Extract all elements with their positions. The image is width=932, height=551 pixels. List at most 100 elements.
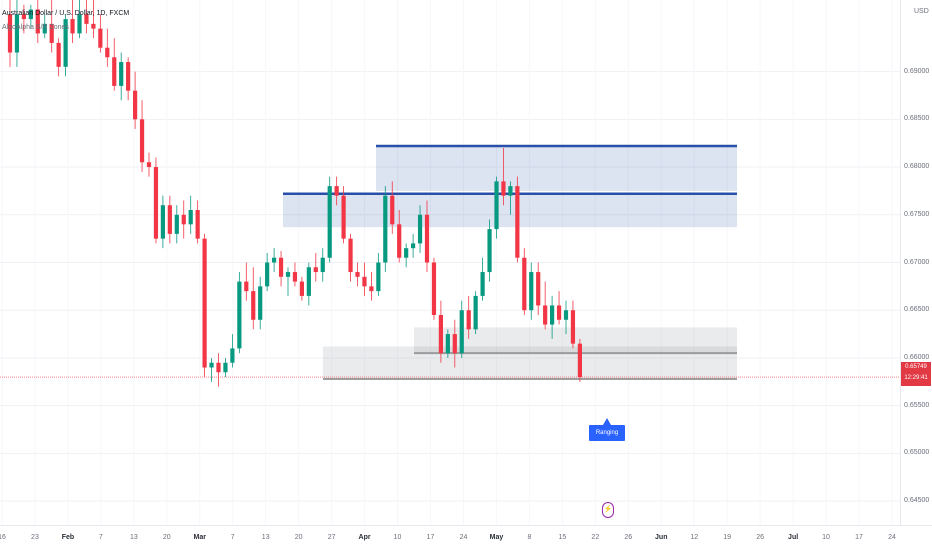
time-axis-label: 13 (261, 534, 270, 541)
candle-down (543, 305, 548, 325)
candle-up (258, 286, 263, 320)
time-axis-label: 23 (31, 534, 39, 541)
candle-down (91, 23, 96, 29)
candle-up (529, 272, 534, 311)
candle-up (320, 257, 325, 273)
candle-down (431, 262, 437, 315)
candle-down (105, 47, 110, 58)
current-price-tag: 0.65749 12:29:41 (901, 362, 931, 386)
price-axis-label: 0.66000 (904, 353, 930, 361)
candle-down (98, 28, 103, 48)
time-axis-label: 20 (294, 534, 303, 541)
candle-up (487, 229, 492, 273)
price-axis[interactable]: 0.69000 0.68500 0.68000 0.67500 0.67000 0.665… (900, 0, 932, 525)
support-zone (323, 346, 737, 379)
candle-down (139, 119, 145, 163)
time-axis-label: 13 (129, 534, 138, 541)
candle-down (181, 214, 186, 225)
candle-up (459, 310, 464, 354)
candle-down (292, 272, 298, 282)
candle-down (424, 214, 430, 263)
candle-up (223, 362, 228, 373)
time-axis-label: 20 (162, 534, 171, 541)
candle-down (348, 238, 353, 273)
time-axis-label: 8 (527, 534, 532, 541)
candle-down (146, 162, 152, 168)
candle-down (133, 90, 138, 120)
candle-down (299, 281, 304, 296)
candle-up (376, 262, 381, 292)
candle-up (272, 257, 277, 263)
time-axis-label: 17 (426, 534, 435, 541)
candle-up (119, 62, 124, 86)
ranging-market-label[interactable]: Ranging Market (589, 425, 625, 452)
candle-down (35, 9, 40, 34)
candle-up (209, 362, 214, 368)
candle-up (265, 262, 270, 287)
price-axis-label: 0.67000 (904, 258, 930, 266)
time-axis-label: 24 (459, 534, 468, 541)
time-axis-label: 22 (591, 534, 600, 541)
time-axis[interactable]: 16 23 Feb 7 13 20 Mar 7 13 20 27 Apr 10 17 24 May 8 15 22 2… (0, 525, 932, 551)
candle-up (306, 267, 311, 296)
candle-up (473, 295, 478, 330)
candle-down (390, 195, 395, 225)
candle-up (237, 281, 242, 349)
price-axis-label: 0.67500 (904, 210, 930, 218)
candle-down (369, 286, 374, 292)
candle-down (313, 267, 318, 273)
time-axis-label: 7 (98, 534, 103, 541)
candle-down (56, 42, 61, 67)
price-axis-label: 0.65500 (904, 401, 930, 409)
lightning-icon[interactable]: ⚡ (602, 502, 614, 518)
candle-down (438, 315, 443, 354)
candle-down (112, 57, 117, 86)
time-axis-label: 26 (756, 534, 765, 541)
price-axis-label: 0.65000 (904, 449, 930, 457)
candle-up (28, 9, 33, 20)
time-axis-label: 24 (888, 534, 896, 541)
price-axis-label: 0.69000 (904, 67, 930, 75)
bar-countdown: 12:29:41 (904, 375, 928, 381)
candle-down (167, 205, 172, 234)
candle-down (397, 224, 402, 258)
time-axis-label: 16 (0, 534, 6, 541)
price-chart[interactable] (0, 0, 900, 525)
resistance-zone (376, 146, 737, 191)
indicator-legend[interactable]: AlgoAlpha S/R Zones (2, 24, 69, 31)
time-axis-label: Jul (788, 534, 799, 541)
candle-up (160, 205, 165, 239)
candle-up (417, 214, 423, 244)
ranging-market-pointer (603, 418, 611, 425)
candle-down (21, 14, 26, 20)
time-axis-label: 10 (822, 534, 830, 541)
time-axis-label: 17 (855, 534, 863, 541)
candle-up (174, 214, 179, 234)
candle-down (362, 276, 367, 287)
candle-down (153, 167, 159, 239)
symbol-legend[interactable]: Australian Dollar / U.S. Dollar, 1D, FXC… (2, 10, 130, 17)
price-axis-label: 0.68000 (904, 163, 930, 171)
candle-down (7, 14, 13, 53)
time-axis-label: 19 (723, 534, 732, 541)
time-axis-label: 27 (327, 534, 336, 541)
time-axis-label: 12 (690, 534, 699, 541)
candle-up (63, 19, 68, 67)
candle-down (251, 291, 256, 320)
currency-label: USD (914, 8, 929, 15)
candle-down (216, 362, 221, 373)
candle-up (14, 14, 20, 53)
candle-down (355, 272, 360, 277)
time-axis-label: 10 (393, 534, 402, 541)
candle-down (522, 257, 527, 311)
candle-up (480, 272, 485, 296)
time-axis-label: Mar (193, 534, 206, 541)
time-axis-label: 7 (230, 534, 235, 541)
candle-up (327, 186, 332, 258)
candle-up (230, 348, 235, 363)
candle-down (244, 281, 249, 292)
price-axis-label: 0.64500 (904, 497, 930, 505)
support-zone (414, 327, 737, 354)
candle-up (508, 186, 513, 196)
candle-down (515, 186, 520, 258)
